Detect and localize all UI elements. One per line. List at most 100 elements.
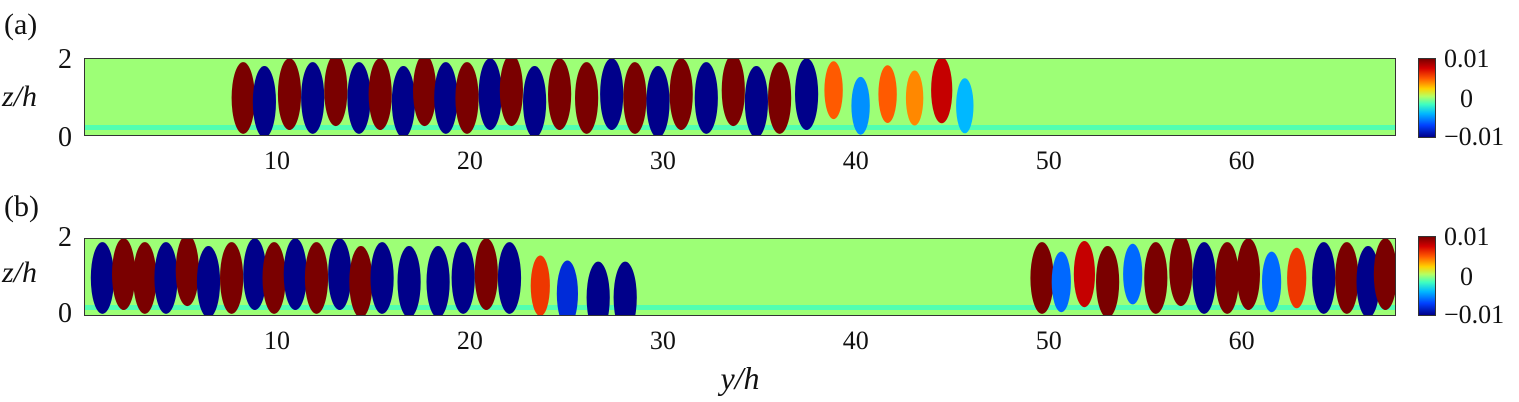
structure-4 bbox=[175, 239, 199, 307]
panel-b-ytick-2: 2 bbox=[58, 222, 72, 253]
xtick-60: 60 bbox=[1228, 146, 1255, 175]
xtick-30: 30 bbox=[649, 146, 676, 175]
structure-29 bbox=[1169, 239, 1193, 307]
structure-36 bbox=[1335, 242, 1359, 314]
structure-18 bbox=[497, 242, 522, 314]
structure-25 bbox=[1073, 241, 1095, 308]
structure-28 bbox=[905, 70, 924, 126]
structure-3 bbox=[154, 242, 178, 314]
structure-27 bbox=[878, 65, 897, 123]
structure-32 bbox=[1236, 239, 1260, 310]
structure-13 bbox=[370, 242, 394, 314]
panel-a-field bbox=[84, 58, 1396, 136]
structure-35 bbox=[1312, 242, 1336, 314]
xtick-30: 30 bbox=[649, 326, 676, 355]
structure-19 bbox=[530, 255, 550, 315]
panel-b-field bbox=[84, 238, 1396, 316]
structure-1 bbox=[252, 66, 276, 135]
panel-a-cbar-tick-zero: 0 bbox=[1460, 84, 1473, 113]
panel-b-colorbar bbox=[1418, 236, 1436, 316]
structure-3 bbox=[301, 62, 325, 134]
xtick-50: 50 bbox=[1035, 326, 1062, 355]
structure-10 bbox=[455, 62, 479, 134]
structure-33 bbox=[1262, 251, 1282, 313]
structure-8 bbox=[413, 59, 437, 127]
structure-9 bbox=[434, 62, 458, 134]
structure-4 bbox=[324, 59, 348, 127]
panel-a-heatmap bbox=[85, 59, 1395, 135]
structure-21 bbox=[586, 261, 610, 315]
structure-16 bbox=[600, 59, 624, 130]
panel-b-label: (b) bbox=[4, 190, 39, 223]
panel-b-cbar-tick-min: −0.01 bbox=[1444, 300, 1505, 329]
structure-38 bbox=[1373, 239, 1395, 310]
structure-18 bbox=[646, 66, 670, 135]
structure-14 bbox=[397, 246, 421, 315]
structure-13 bbox=[523, 66, 547, 135]
structure-16 bbox=[451, 242, 475, 314]
structure-12 bbox=[349, 246, 373, 315]
xtick-40: 40 bbox=[842, 326, 869, 355]
panel-b-cbar-tick-max: 0.01 bbox=[1444, 222, 1490, 251]
panel-b-heatmap bbox=[85, 239, 1395, 315]
xtick-60: 60 bbox=[1228, 326, 1255, 355]
structure-26 bbox=[1096, 246, 1120, 315]
xtick-40: 40 bbox=[842, 146, 869, 175]
structure-29 bbox=[931, 59, 953, 124]
structure-24 bbox=[1051, 251, 1071, 313]
wall-band bbox=[85, 125, 1395, 130]
structure-5 bbox=[347, 62, 371, 134]
structure-21 bbox=[721, 59, 745, 127]
structure-20 bbox=[556, 260, 578, 315]
structure-14 bbox=[548, 59, 572, 130]
structure-11 bbox=[328, 239, 352, 310]
xtick-20: 20 bbox=[456, 326, 483, 355]
structure-8 bbox=[262, 242, 286, 314]
panel-b-ylabel: z/h bbox=[2, 256, 38, 289]
xtick-10: 10 bbox=[263, 326, 290, 355]
structure-0 bbox=[90, 242, 114, 314]
structure-17 bbox=[474, 239, 498, 310]
structure-15 bbox=[426, 246, 450, 315]
structure-23 bbox=[1030, 242, 1054, 314]
structure-34 bbox=[1287, 247, 1307, 309]
structure-10 bbox=[304, 242, 329, 314]
panel-a-cbar-tick-min: −0.01 bbox=[1444, 122, 1505, 151]
structure-22 bbox=[744, 66, 768, 135]
structure-11 bbox=[478, 59, 502, 130]
panel-a-colorbar bbox=[1418, 58, 1436, 138]
panel-a-ylabel: z/h bbox=[2, 80, 38, 113]
structure-28 bbox=[1144, 242, 1168, 314]
xtick-50: 50 bbox=[1035, 146, 1062, 175]
panel-b-cbar-tick-zero: 0 bbox=[1460, 262, 1473, 291]
structure-5 bbox=[196, 246, 221, 315]
structure-6 bbox=[220, 242, 244, 314]
wall-band bbox=[85, 305, 1395, 310]
xtick-20: 20 bbox=[456, 146, 483, 175]
structure-6 bbox=[368, 59, 392, 130]
structure-2 bbox=[133, 242, 157, 314]
structure-30 bbox=[1192, 242, 1216, 314]
panel-a-ytick-2: 2 bbox=[58, 44, 72, 75]
panel-a-ytick-0: 0 bbox=[58, 122, 72, 153]
xtick-10: 10 bbox=[263, 146, 290, 175]
structure-20 bbox=[694, 62, 718, 134]
structure-2 bbox=[277, 59, 302, 130]
structure-15 bbox=[575, 62, 599, 134]
structure-17 bbox=[623, 62, 647, 134]
panel-b-xlabel: y/h bbox=[720, 360, 760, 396]
structure-30 bbox=[956, 78, 974, 134]
structure-37 bbox=[1356, 246, 1380, 315]
structure-22 bbox=[613, 261, 637, 315]
structure-24 bbox=[795, 59, 819, 130]
structure-23 bbox=[768, 62, 792, 134]
structure-27 bbox=[1123, 243, 1143, 305]
structure-7 bbox=[391, 66, 415, 135]
structure-19 bbox=[669, 59, 693, 130]
structure-12 bbox=[499, 59, 523, 127]
structure-31 bbox=[1215, 242, 1239, 314]
panel-b-ytick-0: 0 bbox=[58, 298, 72, 329]
structure-7 bbox=[243, 239, 267, 310]
panel-a-label: (a) bbox=[4, 8, 38, 41]
structure-9 bbox=[283, 239, 307, 310]
